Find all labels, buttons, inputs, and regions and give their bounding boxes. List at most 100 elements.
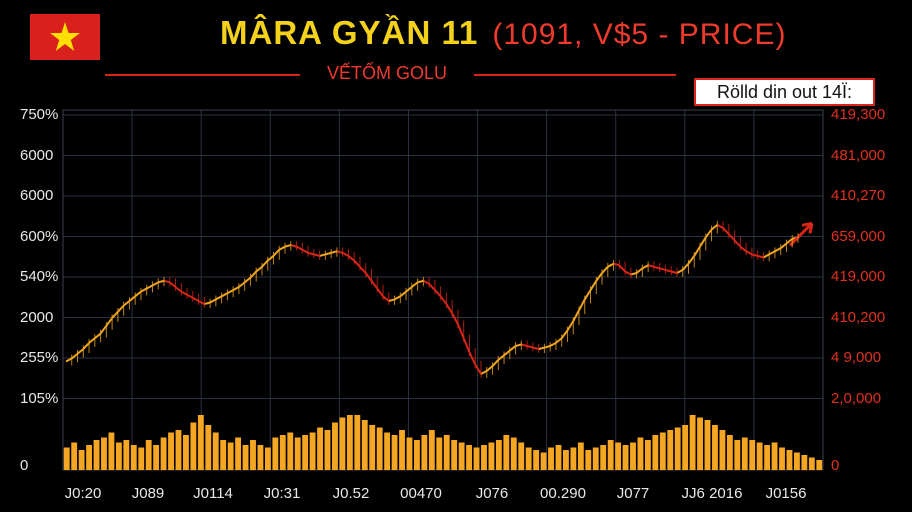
- price-segment: [278, 245, 286, 251]
- volume-bar: [712, 425, 718, 470]
- volume-bar: [652, 435, 659, 470]
- volume-bar: [779, 447, 785, 470]
- volume-bar: [607, 440, 614, 470]
- volume-bar: [518, 442, 525, 470]
- volume-bar: [294, 437, 301, 470]
- price-segment: [123, 300, 131, 307]
- volume-bar: [548, 447, 554, 470]
- chart-title: MÂRA GYẦN 11 (1091, V$5 - PRICE): [220, 14, 786, 52]
- price-segment: [439, 295, 448, 305]
- left-axis-label: 600%: [20, 228, 59, 245]
- right-axis-label: 659,000: [831, 228, 886, 245]
- price-segment: [146, 284, 153, 290]
- price-segment: [462, 337, 471, 353]
- price-segment: [486, 365, 494, 372]
- volume-bar: [220, 440, 227, 470]
- price-segment: [128, 295, 136, 302]
- volume-bar: [682, 425, 689, 470]
- volume-bar: [361, 420, 368, 470]
- price-segment: [353, 259, 361, 268]
- volume-bar: [719, 430, 726, 470]
- volume-bar: [235, 437, 242, 470]
- price-segment: [532, 346, 539, 351]
- volume-bar: [473, 447, 480, 470]
- volume-bar: [108, 432, 115, 470]
- volume-bar: [264, 447, 271, 470]
- volume-bar: [86, 445, 93, 470]
- price-segment: [670, 270, 678, 274]
- price-segment: [665, 268, 672, 273]
- plot-frame: [62, 109, 824, 471]
- price-segment: [693, 246, 701, 257]
- volume-bar: [481, 445, 487, 470]
- price-segment: [215, 295, 223, 301]
- right-axis-label: 410,270: [831, 187, 886, 204]
- volume-bar: [391, 435, 398, 470]
- volume-bar: [302, 435, 309, 470]
- volume-bar: [123, 440, 130, 470]
- price-segment: [370, 280, 379, 290]
- price-segment: [630, 272, 637, 276]
- volume-bar: [257, 445, 264, 470]
- x-tick-label: J0:31: [263, 485, 301, 502]
- price-segment: [780, 242, 788, 249]
- vietnam-flag-icon: [30, 14, 100, 60]
- left-axis-label: 6000: [20, 187, 54, 204]
- price-segment: [325, 251, 332, 256]
- price-segment: [267, 255, 275, 262]
- volume-bar: [637, 437, 644, 470]
- volume-bar: [205, 425, 212, 470]
- price-segment: [497, 354, 505, 361]
- price-segment: [105, 317, 113, 327]
- price-segment: [762, 253, 770, 259]
- volume-bar: [600, 445, 607, 470]
- price-segment: [607, 262, 615, 268]
- volume-bar: [570, 447, 577, 470]
- price-segment: [583, 289, 592, 300]
- volume-bar: [153, 445, 160, 470]
- volume-bar: [346, 415, 353, 470]
- price-segment: [174, 286, 182, 293]
- volume-bar: [644, 440, 651, 470]
- trend-arrow: [788, 221, 814, 247]
- volume-bar: [93, 440, 100, 470]
- price-segment: [716, 224, 724, 229]
- volume-bar: [466, 445, 473, 470]
- price-segment: [186, 293, 194, 299]
- price-segment: [226, 289, 234, 295]
- price-segment: [468, 351, 477, 366]
- price-segment: [635, 267, 644, 274]
- price-segment: [134, 290, 142, 298]
- title-main: MÂRA GYẦN 11: [220, 14, 479, 51]
- volume-bar: [309, 432, 316, 470]
- price-segment: [111, 311, 119, 319]
- price-segment: [336, 250, 343, 254]
- price-segment: [330, 250, 338, 254]
- volume-bar: [287, 432, 294, 470]
- volume-bar: [183, 435, 189, 470]
- subtitle-rule-left: [105, 74, 300, 76]
- price-segment: [785, 238, 793, 245]
- price-segment: [521, 343, 528, 347]
- price-segment: [618, 264, 626, 273]
- candles: [71, 221, 799, 378]
- volume-bar: [726, 435, 733, 470]
- price-segment: [221, 292, 228, 298]
- volume-bar: [630, 442, 636, 470]
- price-segment: [417, 279, 424, 284]
- x-tick-label: 00470: [400, 485, 442, 502]
- price-segment: [434, 289, 442, 297]
- volume-bar: [764, 445, 771, 470]
- volume-bar: [130, 445, 137, 470]
- price-segment: [232, 286, 240, 291]
- right-axis-label: 419,000: [831, 268, 886, 285]
- price-segment: [555, 337, 563, 344]
- right-axis-label: 419,300: [831, 106, 886, 123]
- price-segment: [192, 296, 200, 302]
- price-segment: [157, 279, 165, 284]
- x-tick-label: 00.290: [540, 485, 586, 502]
- x-tick-label: J0:20: [64, 485, 102, 502]
- volume-bar: [749, 440, 756, 470]
- volume-bar: [332, 422, 338, 470]
- volume-bar: [354, 415, 361, 470]
